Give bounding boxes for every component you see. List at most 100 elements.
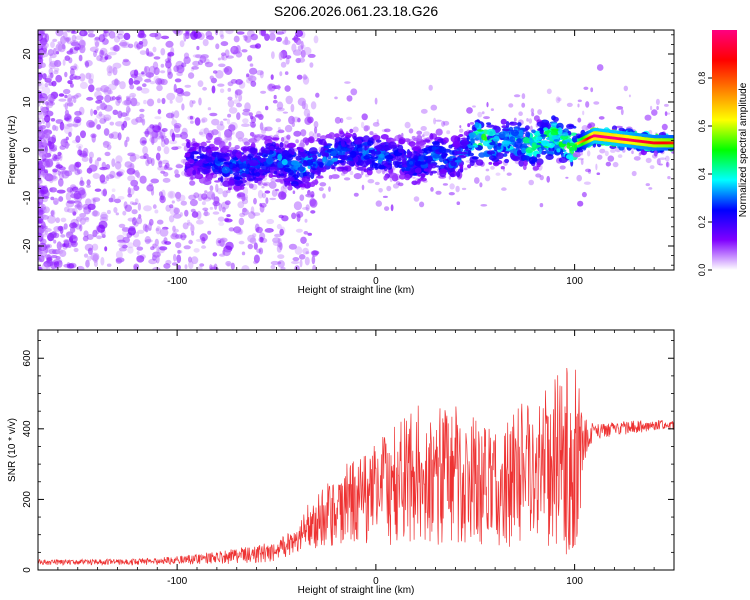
spectrogram-noise-blob xyxy=(178,194,186,202)
spectrogram-noise-blob xyxy=(221,206,226,213)
spectrogram-ridge-blob xyxy=(245,148,250,152)
spectrogram-noise-blob xyxy=(96,95,104,101)
spectrogram-noise-blob xyxy=(69,234,78,244)
spectrogram-noise-blob xyxy=(136,86,143,91)
spectrogram-ridge-blob xyxy=(242,147,248,153)
spectrogram-ridge-blob xyxy=(423,168,431,172)
spectrogram-ridge-blob xyxy=(327,155,332,160)
spectrogram-noise-blob xyxy=(249,67,258,75)
spectrogram-noise-blob xyxy=(235,79,244,85)
spectrogram-noise-blob xyxy=(559,165,566,170)
spectrogram-noise-blob xyxy=(83,253,89,258)
spectrogram-noise-blob xyxy=(577,103,580,108)
spectrogram-noise-blob xyxy=(448,192,455,196)
spectrogram-noise-blob xyxy=(237,201,245,209)
spectrogram-noise-blob xyxy=(51,157,60,162)
spectrogram-noise-blob xyxy=(109,46,118,51)
spectrogram-noise-blob xyxy=(73,200,82,204)
spectrogram-noise-blob xyxy=(141,71,145,75)
spectrogram-noise-blob xyxy=(38,97,42,103)
spectrogram-noise-blob xyxy=(190,120,194,124)
spectrogram-noise-blob xyxy=(125,136,130,142)
spectrogram-ridge-blob xyxy=(191,150,199,155)
spectrogram-noise-blob xyxy=(127,152,136,157)
spectrogram-noise-blob xyxy=(53,225,63,232)
spectrogram-noise-blob xyxy=(75,161,82,168)
spectrogram-noise-blob xyxy=(53,47,57,55)
spectrogram-noise-blob xyxy=(612,161,619,168)
spectrogram-ridge-blob xyxy=(308,136,315,144)
spectrogram-noise-blob xyxy=(100,85,109,93)
spectrogram-ridge-blob xyxy=(474,121,480,129)
spectrogram-noise-blob xyxy=(118,169,125,174)
spectrogram-ridge-blob xyxy=(572,135,578,143)
spectrogram-noise-blob xyxy=(102,31,110,37)
spectrogram-noise-blob xyxy=(218,130,221,139)
spectrogram-noise-blob xyxy=(557,97,562,102)
spectrogram-noise-blob xyxy=(270,260,280,266)
spectrogram-ridge-blob xyxy=(316,133,321,138)
spectrogram-ridge-blob xyxy=(496,152,504,160)
spectrogram-noise-blob xyxy=(44,230,48,236)
spectrogram-noise-blob xyxy=(83,206,91,215)
spectrogram-noise-blob xyxy=(382,170,389,173)
spectrogram-noise-blob xyxy=(230,79,238,84)
spectrogram-noise-blob xyxy=(278,51,283,61)
spectrogram-noise-blob xyxy=(111,79,121,86)
spectrogram-noise-blob xyxy=(291,260,300,265)
spectrogram-ridge-blob xyxy=(275,178,283,183)
spectrogram-noise-blob xyxy=(242,137,249,144)
spectrogram-noise-blob xyxy=(169,100,173,104)
spectrogram-ridge-blob xyxy=(291,160,300,166)
spectrogram-ridge-blob xyxy=(356,136,364,141)
spectrogram-noise-blob xyxy=(283,189,288,194)
spectrogram-noise-blob xyxy=(73,247,79,253)
spectrogram-noise-blob xyxy=(315,92,320,98)
spectrogram-noise-blob xyxy=(423,131,430,137)
spectrogram-ridge-blob xyxy=(330,150,337,157)
spectrogram-noise-blob xyxy=(66,200,76,204)
spectrogram-noise-blob xyxy=(166,167,173,171)
spectrogram-noise-blob xyxy=(235,45,241,54)
spectrogram-noise-blob xyxy=(204,190,208,194)
spectrogram-noise-blob xyxy=(104,54,112,60)
spectrogram-noise-blob xyxy=(222,249,226,255)
spectrogram-noise-blob xyxy=(121,227,130,232)
spectrogram-noise-blob xyxy=(168,215,175,223)
spectrogram-noise-blob xyxy=(128,77,134,86)
spectrogram-noise-blob xyxy=(38,246,42,255)
spectrogram-noise-blob xyxy=(60,35,67,45)
spectrogram-noise-blob xyxy=(136,246,144,251)
spectrogram-noise-blob xyxy=(118,247,127,252)
spectrogram-noise-blob xyxy=(247,55,253,62)
spectrogram-noise-blob xyxy=(610,148,616,153)
spectrogram-noise-blob xyxy=(52,38,58,43)
spectrogram-noise-blob xyxy=(671,151,674,154)
spectrogram-noise-blob xyxy=(309,197,317,207)
spectrogram-ridge-blob xyxy=(374,150,382,155)
spectrogram-noise-blob xyxy=(136,171,141,179)
colorbar-tick-label: 0.6 xyxy=(697,120,707,133)
spectrogram-noise-blob xyxy=(264,33,270,41)
spectrogram-noise-blob xyxy=(89,46,99,53)
spectrogram-noise-blob xyxy=(259,203,262,207)
spectrogram-noise-blob xyxy=(279,242,283,251)
spectrogram-ridge-blob xyxy=(454,159,462,163)
spectrogram-ridge-blob xyxy=(492,136,500,142)
spectrogram-noise-blob xyxy=(307,232,313,236)
spectrogram-noise-blob xyxy=(90,252,100,261)
spectrogram-noise-blob xyxy=(392,183,400,189)
spectrogram-noise-blob xyxy=(137,229,145,234)
spectrogram-ridge-blob xyxy=(498,131,506,139)
spectrogram-noise-blob xyxy=(38,62,43,69)
spectrogram-noise-blob xyxy=(486,101,489,108)
spectrogram-noise-blob xyxy=(346,116,353,121)
spectrogram-ridge-blob xyxy=(311,180,319,185)
spectrogram-noise-blob xyxy=(183,91,191,97)
spectrogram-ridge-blob xyxy=(401,156,407,164)
spectrogram-ridge-blob xyxy=(341,147,351,152)
spectrogram-noise-blob xyxy=(146,98,155,107)
spectrogram-noise-blob xyxy=(226,136,233,141)
spectrogram-noise-blob xyxy=(211,193,216,201)
spectrogram-ridge-blob xyxy=(518,159,525,167)
